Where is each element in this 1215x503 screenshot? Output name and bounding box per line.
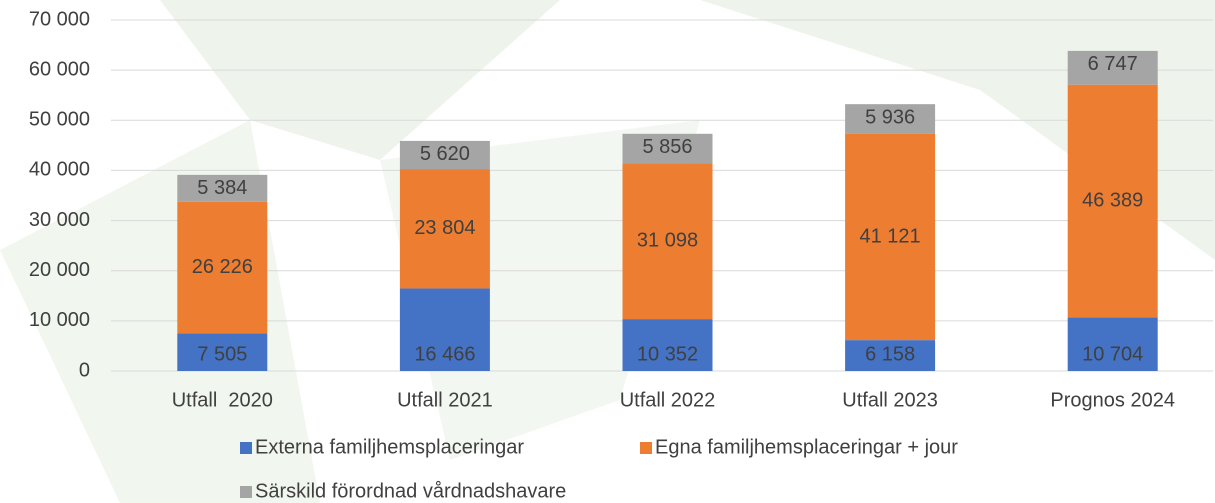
bar-segment [845,133,936,341]
bar-segment [177,174,268,202]
y-tick-label: 30 000 [29,209,90,231]
y-tick-label: 0 [79,359,90,381]
data-label: 5 384 [197,177,247,199]
bar-segment [177,201,268,334]
bar-segment [177,333,268,371]
data-label: 16 466 [414,343,475,365]
x-tick-label: Utfall 2023 [842,389,938,411]
bar-segment [1067,317,1158,371]
data-label: 46 389 [1082,189,1143,211]
bar-segment [399,288,490,371]
x-tick-label: Prognos 2024 [1050,389,1175,411]
data-label: 7 505 [197,343,247,365]
data-label: 6 158 [865,343,915,365]
data-label: 5 620 [420,143,470,165]
bar-segment [845,340,936,371]
y-tick-label: 20 000 [29,259,90,281]
data-label: 31 098 [637,229,698,251]
bar-segment [399,169,490,289]
legend-swatch [240,486,252,498]
bar-segment [622,133,713,164]
y-tick-label: 60 000 [29,58,90,80]
legend-swatch [240,442,252,454]
x-tick-label: Utfall 2020 [172,389,273,411]
data-label: 5 936 [865,106,915,128]
legend-swatch [640,442,652,454]
bar-segment [845,104,936,134]
x-tick-label: Utfall 2021 [397,389,493,411]
legend-label: Egna familjhemsplaceringar + jour [655,436,958,458]
bar-segment [399,140,490,170]
y-tick-label: 50 000 [29,109,90,131]
bar-segment [1067,50,1158,85]
y-tick-label: 40 000 [29,159,90,181]
data-label: 6 747 [1088,53,1138,75]
legend-label: Särskild förordnad vårdnadshavare [255,480,566,502]
bar-segment [622,163,713,320]
x-tick-label: Utfall 2022 [620,389,716,411]
y-tick-label: 10 000 [29,309,90,331]
data-label: 26 226 [192,256,253,278]
data-label: 23 804 [414,217,475,239]
data-label: 10 352 [637,343,698,365]
data-label: 10 704 [1082,343,1143,365]
legend-label: Externa familjhemsplaceringar [255,436,524,458]
bar-segment [1067,84,1158,318]
data-label: 41 121 [860,225,921,247]
data-label: 5 856 [642,136,692,158]
bar-segment [622,319,713,371]
y-tick-label: 70 000 [29,8,90,30]
